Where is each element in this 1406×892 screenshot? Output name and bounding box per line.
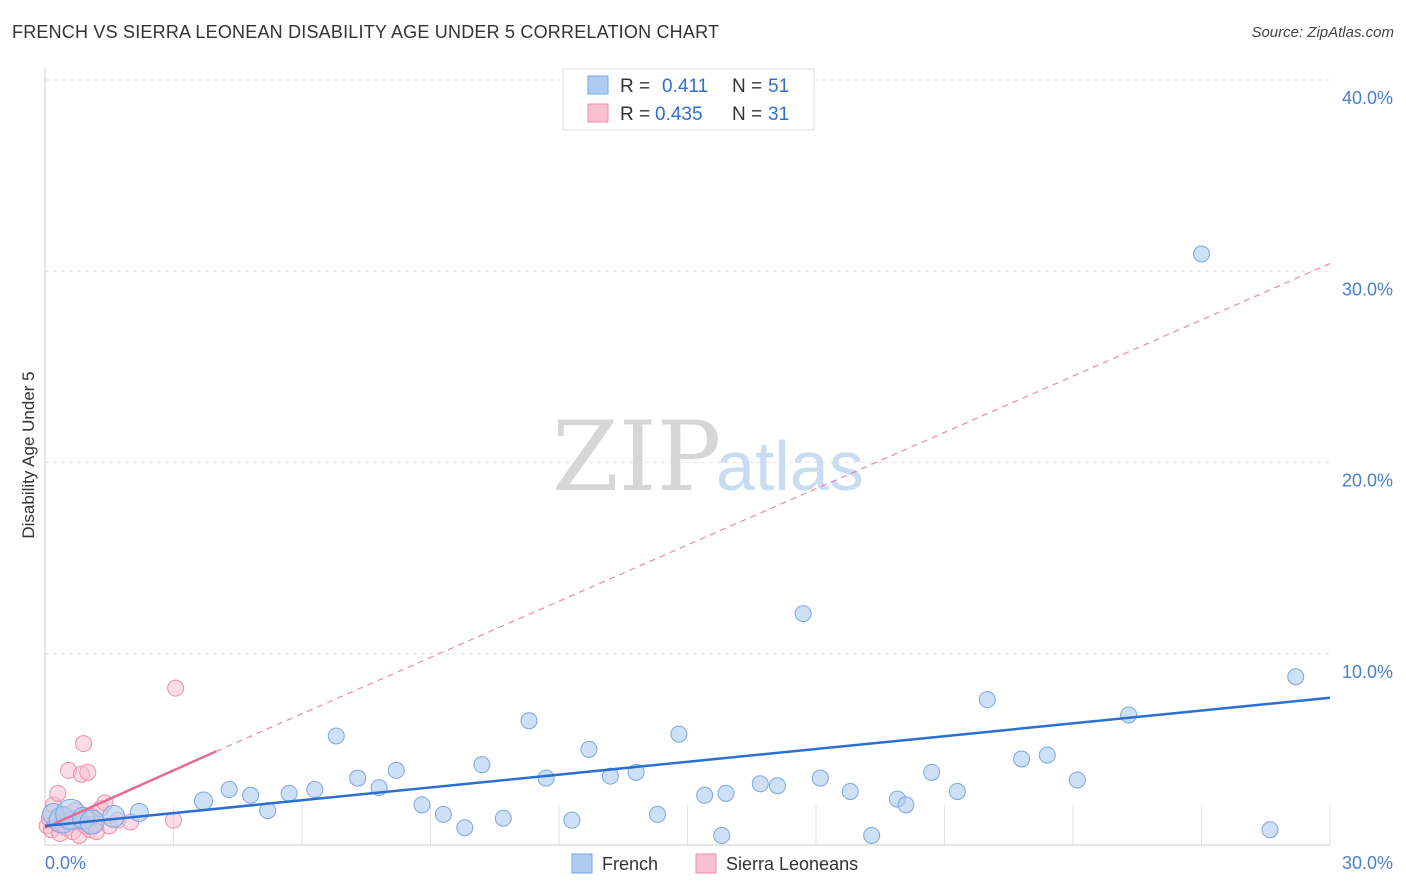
- french-point: [473, 756, 491, 774]
- french-point: [387, 761, 405, 779]
- french-point: [649, 805, 667, 823]
- watermark: ZIP atlas: [552, 401, 864, 513]
- legend-french-swatch: [571, 853, 593, 874]
- chart-title: FRENCH VS SIERRA LEONEAN DISABILITY AGE …: [12, 22, 720, 42]
- french-point: [897, 796, 915, 814]
- french-point: [713, 826, 731, 844]
- french-point: [1193, 245, 1210, 263]
- french-n-label: N =: [732, 76, 762, 97]
- french-point: [794, 605, 812, 623]
- french-point: [242, 786, 260, 804]
- french-point: [1068, 771, 1086, 789]
- french-point: [306, 781, 324, 799]
- french-points: [42, 245, 1305, 844]
- watermark-atlas: atlas: [716, 427, 864, 505]
- sierra-n-label: N =: [732, 104, 762, 125]
- french-point: [863, 826, 881, 844]
- source-credit: Source: ZipAtlas.com: [1251, 24, 1394, 41]
- french-point: [456, 819, 474, 837]
- legend-sierra-swatch: [695, 853, 717, 874]
- sierra-point: [75, 735, 93, 753]
- x-tick-label: 30.0%: [1342, 853, 1393, 873]
- x-tick-label: 0.0%: [45, 853, 86, 873]
- sierra-trendline: [44, 750, 217, 829]
- french-point: [717, 784, 735, 802]
- series-legend: French Sierra Leoneans: [571, 853, 858, 874]
- legend-french-label: French: [602, 854, 658, 874]
- french-point: [129, 802, 149, 822]
- legend-sierra-label: Sierra Leoneans: [726, 854, 858, 874]
- french-n-value: 51: [768, 76, 789, 97]
- french-trendline: [44, 696, 1331, 828]
- sierra-r-label: R =: [620, 104, 650, 125]
- y-tick-labels: 10.0% 20.0% 30.0% 40.0%: [1342, 88, 1393, 682]
- french-point: [841, 782, 859, 800]
- french-r-value: 0.411: [662, 76, 708, 97]
- french-point: [978, 691, 996, 709]
- sierra-n-value: 31: [768, 104, 789, 125]
- french-point: [670, 725, 688, 743]
- watermark-zip: ZIP: [552, 401, 721, 513]
- french-point: [1261, 821, 1279, 839]
- french-point: [1038, 746, 1056, 764]
- french-point: [811, 769, 829, 787]
- french-point: [413, 796, 431, 814]
- french-point: [751, 775, 769, 793]
- sierra-r-value: 0.435: [655, 104, 703, 125]
- sierra-point: [79, 763, 97, 781]
- y-tick-label: 30.0%: [1342, 279, 1393, 299]
- french-point: [520, 712, 538, 730]
- french-point: [768, 777, 786, 795]
- french-point: [494, 809, 512, 827]
- sierra-point: [49, 784, 67, 802]
- y-tick-label: 20.0%: [1342, 471, 1393, 491]
- sierra-point: [167, 679, 185, 697]
- french-point: [1120, 706, 1138, 724]
- french-point: [563, 811, 581, 829]
- french-point: [580, 740, 598, 758]
- y-tick-label: 10.0%: [1342, 662, 1393, 682]
- sierra-swatch: [587, 103, 609, 123]
- stats-legend: R = 0.411 N = 51 R = 0.435 N = 31: [562, 68, 815, 131]
- trendlines: [44, 263, 1331, 829]
- french-point: [1013, 750, 1031, 768]
- french-point: [193, 791, 213, 811]
- sierra-trendline-extension: [216, 263, 1331, 752]
- french-point: [601, 767, 619, 785]
- french-point: [349, 769, 367, 787]
- french-swatch: [587, 75, 609, 95]
- french-point: [923, 763, 941, 781]
- french-point: [537, 769, 555, 787]
- french-point: [280, 784, 298, 802]
- french-point: [102, 804, 126, 828]
- french-point: [948, 782, 966, 800]
- french-point: [327, 727, 345, 745]
- french-point: [434, 805, 452, 823]
- french-point: [1287, 668, 1305, 686]
- y-tick-label: 40.0%: [1342, 88, 1393, 108]
- x-tick-labels: 0.0% 30.0%: [45, 853, 1393, 873]
- french-point: [220, 781, 238, 799]
- french-r-label: R =: [620, 76, 650, 97]
- french-point: [696, 786, 714, 804]
- y-axis-label: Disability Age Under 5: [19, 371, 38, 538]
